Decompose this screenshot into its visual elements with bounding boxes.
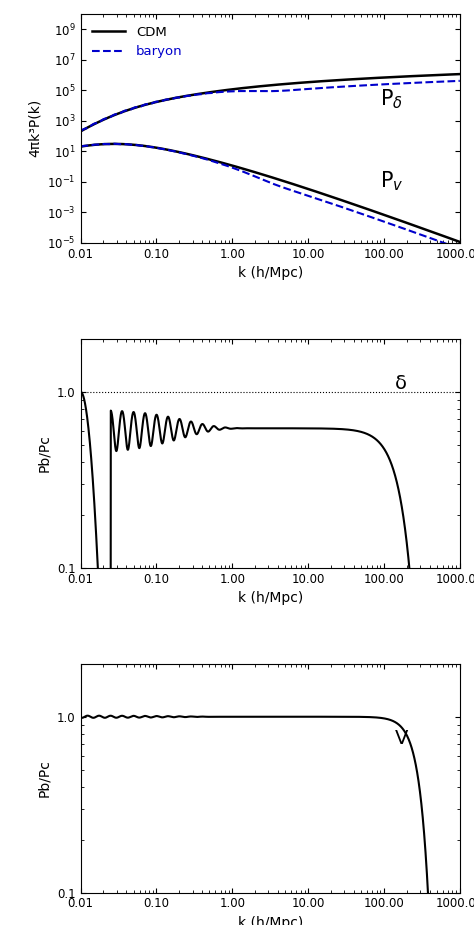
baryon xyxy=(121,105,127,117)
Line: CDM: CDM xyxy=(81,74,460,131)
baryon xyxy=(409,78,414,89)
Line: baryon: baryon xyxy=(81,80,460,131)
CDM xyxy=(144,99,149,110)
Text: δ: δ xyxy=(395,375,407,393)
Y-axis label: Pb/Pc: Pb/Pc xyxy=(37,759,52,797)
CDM xyxy=(409,70,414,81)
CDM xyxy=(223,84,229,95)
Y-axis label: Pb/Pc: Pb/Pc xyxy=(37,435,52,472)
Legend: CDM, baryon: CDM, baryon xyxy=(87,20,188,64)
Text: P$_v$: P$_v$ xyxy=(380,170,404,193)
baryon xyxy=(239,85,245,96)
X-axis label: k (h/Mpc): k (h/Mpc) xyxy=(237,266,303,280)
CDM xyxy=(78,126,83,137)
baryon xyxy=(449,76,455,87)
CDM xyxy=(121,106,127,117)
baryon xyxy=(223,86,229,97)
X-axis label: k (h/Mpc): k (h/Mpc) xyxy=(237,916,303,925)
baryon xyxy=(78,126,83,137)
CDM xyxy=(449,68,455,80)
baryon xyxy=(144,99,149,110)
Text: V: V xyxy=(395,729,409,748)
Y-axis label: 4πk³P(k): 4πk³P(k) xyxy=(27,99,42,157)
Text: P$_\delta$: P$_\delta$ xyxy=(380,87,403,111)
X-axis label: k (h/Mpc): k (h/Mpc) xyxy=(237,591,303,605)
baryon xyxy=(457,75,463,86)
CDM xyxy=(239,82,245,93)
CDM xyxy=(457,68,463,80)
